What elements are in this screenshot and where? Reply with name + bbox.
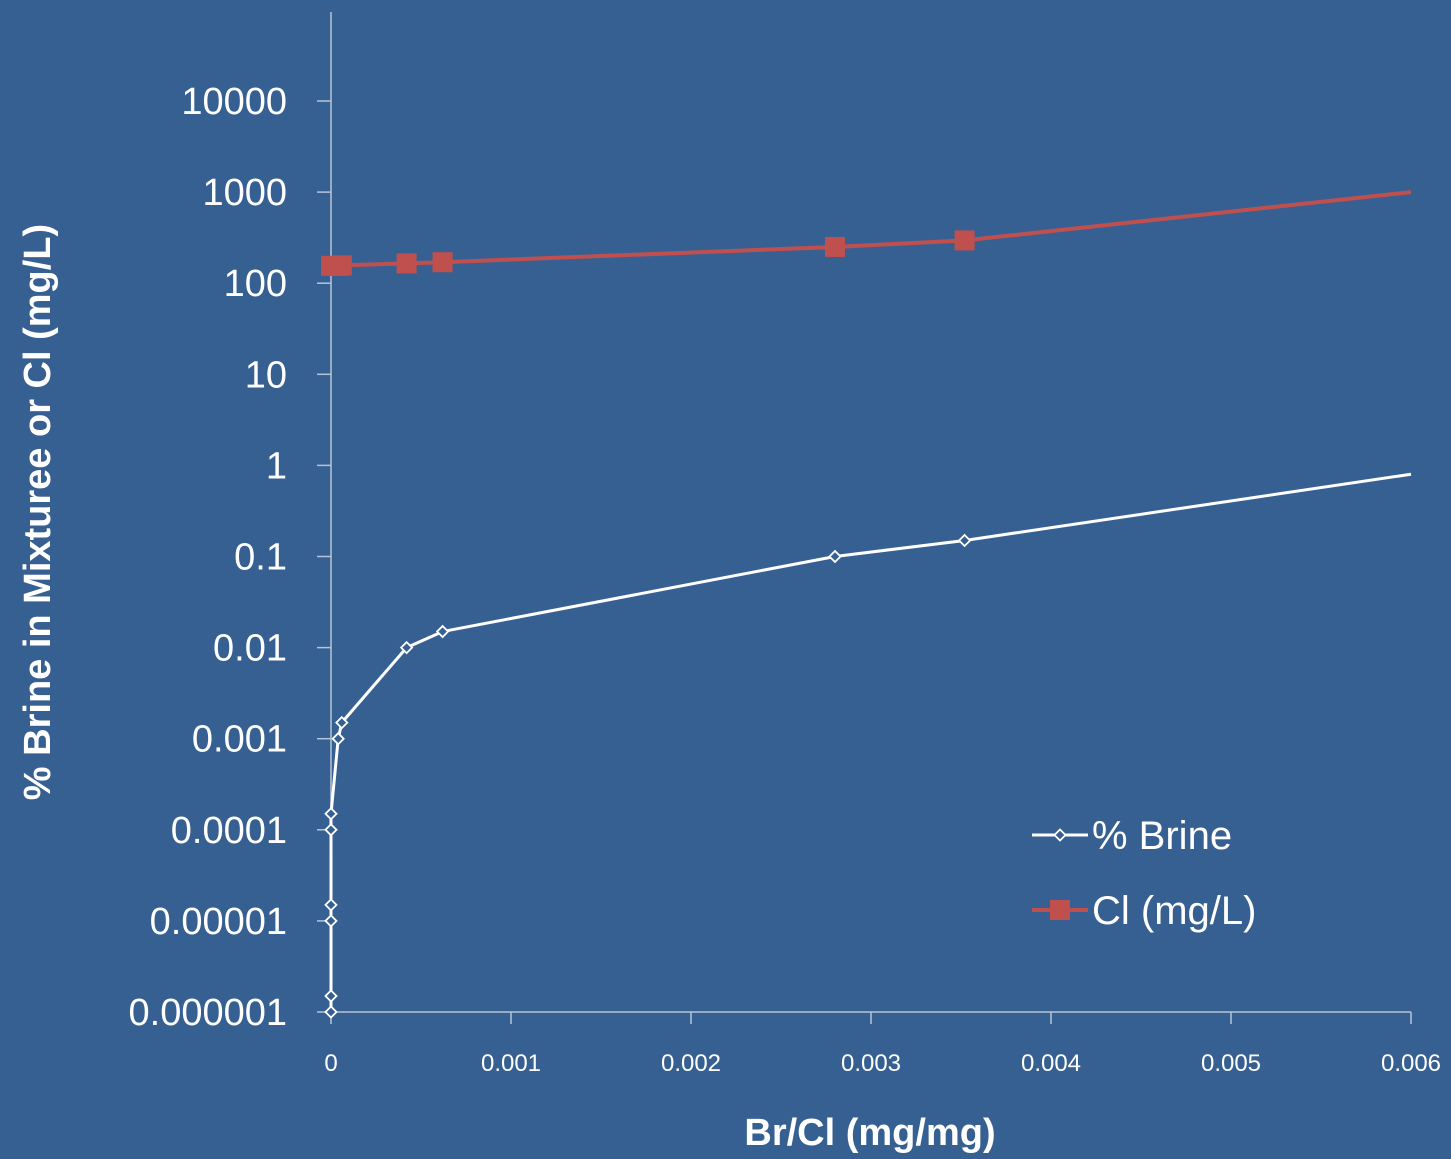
data-point: [828, 549, 842, 564]
y-tick-label: 1: [266, 445, 287, 487]
y-axis-title: % Brine in Mixturee or Cl (mg/L): [17, 224, 59, 800]
data-point: [432, 252, 453, 273]
legend-marker: [1050, 900, 1070, 920]
data-point: [435, 624, 450, 639]
legend-marker: [1053, 828, 1067, 842]
data-point: [331, 731, 345, 746]
y-tick-label: 10000: [181, 81, 287, 123]
data-point: [335, 715, 349, 730]
legend-label: Cl (mg/L): [1092, 889, 1256, 933]
data-point: [331, 255, 352, 276]
axes: 0.000001 0.00001 0.0001 0.001 0.01 0.1 1 10 100 1…: [129, 12, 1441, 1077]
x-tick-label: 0.001: [481, 1050, 541, 1077]
legend-item: % Brine: [1032, 814, 1232, 858]
x-tick-label: 0.002: [661, 1050, 721, 1077]
series-brine: [324, 472, 1412, 1019]
legend-label: % Brine: [1092, 814, 1232, 858]
y-tick-label: 10: [245, 354, 287, 396]
x-tick-label: 0.003: [841, 1050, 901, 1077]
data-point: [324, 806, 338, 821]
data-point: [324, 989, 338, 1003]
x-tick-label: 0.006: [1381, 1050, 1441, 1077]
data-point: [396, 253, 417, 274]
y-tick-label: 0.000001: [129, 992, 288, 1034]
x-axis-title: Br/Cl (mg/mg): [744, 1112, 995, 1154]
y-tick-label: 0.00001: [150, 901, 287, 943]
y-tick-label: 1000: [202, 172, 287, 214]
x-tick-label: 0.004: [1021, 1050, 1081, 1077]
y-tick-label: 100: [224, 263, 287, 305]
series-layer: [321, 190, 1412, 1019]
series-line: [331, 190, 1412, 268]
data-point: [324, 1005, 338, 1019]
y-tick-label: 0.01: [213, 628, 287, 670]
data-point: [954, 230, 975, 251]
legend: % Brine Cl (mg/L): [1032, 814, 1256, 933]
data-point: [324, 914, 338, 928]
data-point: [825, 236, 845, 257]
y-tick-label: 0.001: [192, 719, 287, 761]
x-tick-label: 0: [324, 1050, 337, 1077]
data-point: [399, 640, 414, 655]
y-tick-label: 0.0001: [171, 810, 287, 852]
series-chloride: [321, 190, 1412, 276]
legend-item: Cl (mg/L): [1032, 889, 1256, 933]
x-tick-label: 0.005: [1201, 1050, 1261, 1077]
data-point: [957, 533, 972, 548]
y-tick-label: 0.1: [234, 537, 287, 579]
data-point: [324, 823, 338, 837]
data-point: [324, 898, 338, 912]
